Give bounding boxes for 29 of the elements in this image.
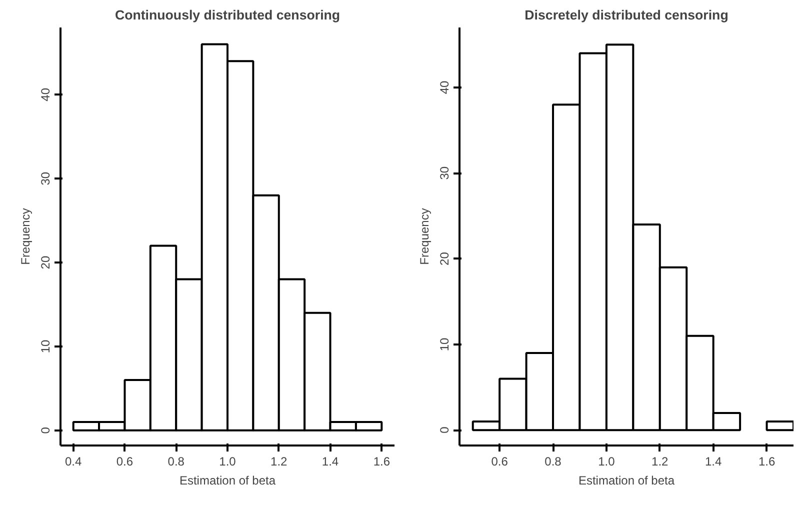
y-tick-label: 0	[38, 426, 52, 434]
y-tick-label: 40	[38, 88, 52, 102]
x-tick-label: 1.4	[705, 454, 722, 468]
x-tick-label: 0.6	[116, 454, 134, 468]
chart-title: Discretely distributed censoring	[524, 8, 728, 22]
x-axis-title: Estimation of beta	[179, 474, 276, 488]
x-tick-label: 1.2	[652, 454, 669, 468]
x-tick-label: 1.0	[219, 454, 236, 468]
y-axis-title: Frequency	[418, 208, 432, 265]
y-axis-title: Frequency	[18, 208, 32, 265]
x-tick-label: 1.4	[322, 454, 339, 468]
y-tick-label: 10	[38, 339, 52, 354]
x-tick-label: 1.6	[758, 454, 776, 468]
y-tick-label: 40	[438, 80, 452, 94]
x-tick-label: 1.6	[373, 454, 390, 468]
y-tick-label: 20	[438, 252, 452, 266]
x-tick-label: 1.2	[270, 454, 288, 468]
x-tick-label: 0.8	[168, 454, 185, 468]
y-tick-label: 30	[438, 166, 452, 180]
x-tick-label: 0.8	[544, 454, 562, 468]
y-tick-label: 20	[38, 256, 52, 270]
chart-title: Continuously distributed censoring	[114, 8, 340, 22]
y-tick-label: 0	[438, 426, 452, 434]
x-tick-label: 1.0	[598, 454, 616, 468]
y-tick-label: 30	[38, 172, 52, 186]
x-tick-label: 0.4	[65, 454, 82, 468]
x-axis-title: Estimation of beta	[578, 474, 675, 488]
x-tick-label: 0.6	[491, 454, 508, 468]
y-tick-label: 10	[438, 337, 452, 352]
